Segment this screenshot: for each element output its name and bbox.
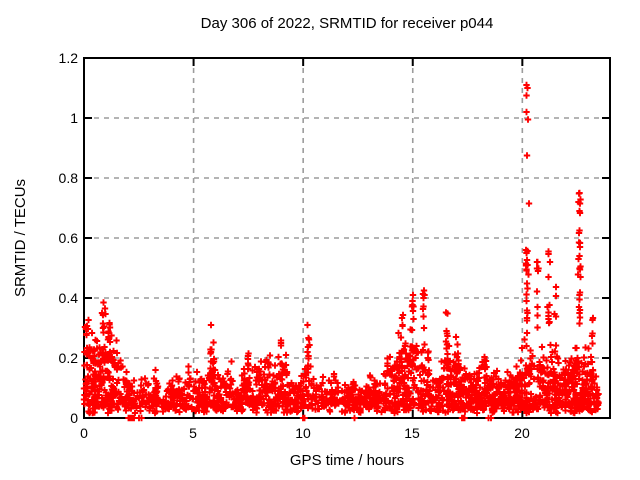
y-tick-label: 0.2 (58, 350, 78, 366)
y-tick-label: 0.8 (58, 170, 78, 186)
y-tick-label: 0 (70, 410, 78, 426)
x-tick-label: 5 (189, 425, 197, 441)
x-tick-label: 10 (295, 425, 311, 441)
x-axis-title: GPS time / hours (289, 452, 405, 469)
x-tick-label: 0 (80, 425, 88, 441)
x-tick-label: 15 (404, 425, 420, 441)
grid-lines (84, 58, 610, 418)
y-tick-label: 1 (70, 110, 78, 126)
x-tick-label: 20 (514, 425, 530, 441)
y-tick-label: 0.4 (58, 290, 78, 306)
y-tick-label: 1.2 (58, 50, 78, 66)
y-tick-label: 0.6 (58, 230, 78, 246)
chart-title: Day 306 of 2022, SRMTID for receiver p04… (200, 15, 494, 32)
y-axis-title: SRMTID / TECUs (12, 178, 29, 298)
data-points-srmtid (80, 81, 602, 422)
